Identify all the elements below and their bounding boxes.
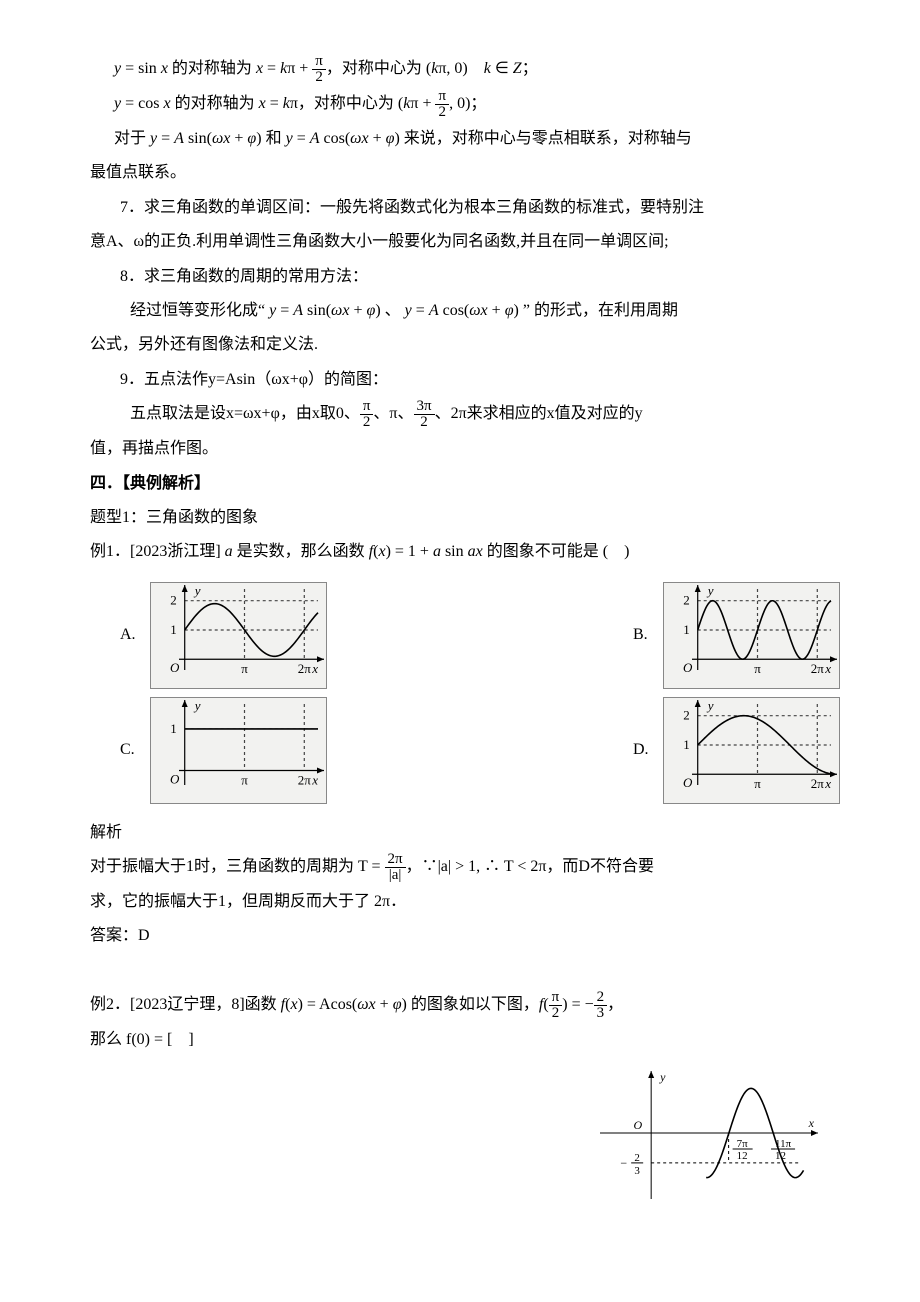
svg-text:2π: 2π (298, 661, 312, 676)
svg-text:O: O (683, 775, 693, 790)
option-b-label: B. (633, 620, 655, 650)
svg-text:11π: 11π (775, 1138, 792, 1150)
topic1: 题型1：三角函数的图象 (60, 503, 860, 533)
svg-text:x: x (824, 776, 831, 791)
svg-text:y: y (706, 583, 714, 598)
svg-text:2: 2 (170, 592, 177, 607)
svg-text:x: x (824, 661, 831, 676)
svg-text:2: 2 (683, 592, 690, 607)
svg-text:12: 12 (737, 1150, 748, 1162)
point9-head: 9．五点法作y=Asin（ωx+φ）的简图： (60, 365, 860, 395)
svg-text:π: π (754, 661, 761, 676)
svg-text:x: x (311, 661, 318, 676)
svg-text:1: 1 (170, 622, 177, 637)
option-c-label: C. (120, 735, 142, 765)
chart-c: Oy x π 2π 1 (150, 697, 327, 804)
section-heading: 四．【典例解析】 (60, 469, 860, 499)
svg-text:x: x (311, 772, 318, 787)
svg-text:12: 12 (775, 1150, 786, 1162)
example2-line1: 例2．[2023辽宁理，8]函数 f(x) = Acos(ωx + φ) 的图象… (60, 990, 860, 1021)
svg-text:2π: 2π (298, 772, 312, 787)
svg-text:y: y (706, 698, 714, 713)
svg-text:π: π (754, 776, 761, 791)
svg-text:3: 3 (634, 1165, 640, 1177)
chart-b: Oy x π 2π 1 2 (663, 582, 840, 689)
option-d-label: D. (633, 735, 655, 765)
analysis-line2: 求，它的振幅大于1，但周期反而大于了 2π． (60, 887, 860, 917)
svg-text:O: O (170, 771, 180, 786)
example2-line2: 那么 f(0) = [ ] (60, 1025, 860, 1055)
svg-text:O: O (170, 660, 180, 675)
svg-text:1: 1 (170, 721, 177, 736)
para-sin-symmetry: y = sin x 的对称轴为 x = kπ + π2，对称中心为 (kπ, 0… (60, 54, 860, 85)
svg-text:−: − (620, 1156, 627, 1170)
point9-body2: 值，再描点作图。 (60, 434, 860, 464)
analysis-heading: 解析 (60, 818, 860, 848)
point9-body1: 五点取法是设x=ωx+φ，由x取0、π2、π、3π2、2π来求相应的x值及对应的… (60, 399, 860, 430)
svg-text:π: π (241, 772, 248, 787)
svg-text:1: 1 (683, 737, 690, 752)
svg-text:7π: 7π (737, 1138, 749, 1150)
svg-text:O: O (633, 1118, 642, 1132)
para-cos-symmetry: y = cos x 的对称轴为 x = kπ，对称中心为 (kπ + π2, 0… (60, 89, 860, 120)
svg-text:O: O (683, 660, 693, 675)
svg-text:y: y (193, 583, 201, 598)
svg-text:y: y (659, 1070, 666, 1084)
svg-text:y: y (193, 698, 201, 713)
point7-line2: 意A、ω的正负.利用单调性三角函数大小一般要化为同名函数,并且在同一单调区间; (60, 227, 860, 257)
svg-text:2π: 2π (811, 776, 825, 791)
para-Asin-sym: 对于 y = A sin(ωx + φ) 和 y = A cos(ωx + φ)… (60, 124, 860, 154)
analysis-line1: 对于振幅大于1时，三角函数的周期为 T = 2π|a|，∵|a| > 1, ∴ … (60, 852, 860, 883)
chart-d: Oy x π 2π 1 2 (663, 697, 840, 804)
point8-head: 8．求三角函数的周期的常用方法： (60, 262, 860, 292)
svg-text:1: 1 (683, 622, 690, 637)
point8-body: 经过恒等变形化成“ y = A sin(ωx + φ) 、 y = A cos(… (60, 296, 860, 326)
para-Asin-sym-2: 最值点联系。 (60, 158, 860, 188)
point7-line1: 7．求三角函数的单调区间：一般先将函数式化为根本三角函数的标准式，要特别注 (60, 193, 860, 223)
option-a-label: A. (120, 620, 142, 650)
point8-body2: 公式，另外还有图像法和定义法. (60, 330, 860, 360)
svg-text:π: π (241, 661, 248, 676)
svg-text:2π: 2π (811, 661, 825, 676)
figure-set: A. Oyxπ2π12 C. Oyxπ2π1 B. Oyxπ2π12 D. Oy… (60, 572, 860, 814)
svg-text:x: x (808, 1116, 815, 1130)
answer: 答案：D (60, 921, 860, 951)
example1: 例1．[2023浙江理] a 是实数，那么函数 f(x) = 1 + a sin… (60, 537, 860, 567)
svg-text:2: 2 (634, 1152, 640, 1164)
chart-e: Oyx7π1211π1223− (600, 1069, 820, 1210)
chart-a: Oy x π 2π 1 2 (150, 582, 327, 689)
svg-text:2: 2 (683, 707, 690, 722)
